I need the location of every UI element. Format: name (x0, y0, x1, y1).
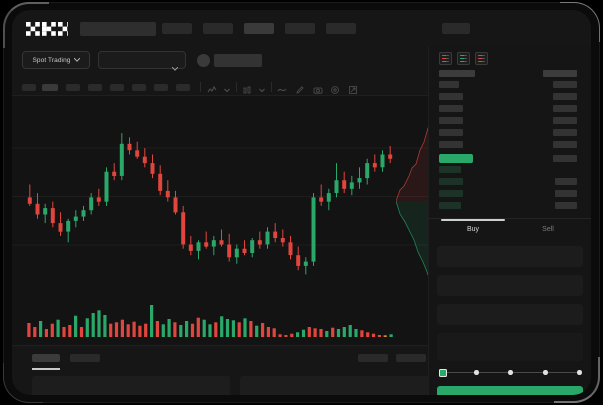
timeframe-8[interactable] (176, 84, 190, 91)
percent-slider[interactable] (439, 368, 583, 378)
tab-sell[interactable]: Sell (542, 226, 554, 233)
chevron-down-icon[interactable] (257, 82, 267, 93)
nav-item-5[interactable] (326, 23, 356, 34)
slider-stop-25[interactable] (474, 370, 479, 375)
line-tool-icon[interactable] (277, 82, 287, 92)
pair-selector[interactable] (98, 51, 186, 71)
timeframe-1[interactable] (22, 84, 36, 91)
active-tab-indicator (441, 219, 505, 221)
volume-chart (12, 297, 428, 345)
tab-open-orders[interactable] (32, 354, 60, 362)
timeframe-6[interactable] (132, 84, 146, 91)
app-header (12, 10, 591, 46)
tab-order-history[interactable] (70, 354, 100, 362)
orderbook-view-both[interactable] (439, 52, 452, 65)
last-price (214, 54, 262, 67)
chevron-down-icon[interactable] (222, 82, 232, 93)
table-row[interactable] (429, 178, 591, 189)
market-type-dropdown[interactable]: Spot Trading (22, 51, 90, 69)
candlestick-canvas (12, 133, 428, 275)
orderbook-view-toggles (439, 52, 488, 65)
order-summary-row (437, 333, 583, 361)
table-row[interactable] (429, 129, 591, 140)
table-row[interactable] (429, 190, 591, 201)
bottom-card-2[interactable] (240, 376, 436, 395)
orderbook-view-bids[interactable] (457, 52, 470, 65)
okx-logo[interactable] (26, 22, 68, 36)
bottom-action-1[interactable] (358, 354, 388, 362)
orderbook-header-row (429, 70, 591, 81)
order-price-input[interactable] (437, 246, 583, 267)
nav-item-1[interactable] (162, 23, 192, 34)
chart-type-icon[interactable] (242, 82, 252, 94)
order-panel: Buy Sell (428, 46, 591, 395)
table-row[interactable] (429, 202, 591, 213)
order-total-input[interactable] (437, 304, 583, 325)
table-row[interactable] (429, 81, 591, 92)
nav-item-4[interactable] (285, 23, 315, 34)
table-row[interactable] (429, 93, 591, 104)
market-type-label: Spot Trading (32, 56, 71, 64)
settings-icon[interactable] (330, 82, 340, 94)
table-row[interactable] (429, 166, 591, 177)
bezel-highlight-bottom-right (554, 357, 600, 403)
timeframe-5[interactable] (110, 84, 124, 91)
header-account-pill[interactable] (442, 23, 470, 34)
bottom-card-1[interactable] (32, 376, 230, 395)
bezel-highlight-top-right (560, 2, 600, 42)
submit-buy-button[interactable] (437, 386, 583, 395)
chevron-down-icon (171, 58, 179, 76)
indicator-icon[interactable] (207, 82, 217, 93)
price-chart[interactable] (12, 96, 428, 297)
nav-item-2[interactable] (203, 23, 233, 34)
orderbook-view-asks[interactable] (475, 52, 488, 65)
slider-stop-50[interactable] (508, 370, 513, 375)
slider-stop-100[interactable] (577, 370, 582, 375)
bezel-highlight-bottom-left (3, 363, 43, 403)
pencil-icon[interactable] (295, 82, 305, 94)
app-screen: Spot Trading (12, 10, 591, 395)
bezel-highlight-top-left (3, 2, 49, 48)
fullscreen-icon[interactable] (348, 82, 358, 94)
coin-avatar (197, 54, 210, 67)
bottom-panel (12, 345, 436, 395)
table-row[interactable] (429, 117, 591, 128)
table-row[interactable] (429, 141, 591, 152)
timeframe-2[interactable] (42, 84, 58, 91)
spread-row[interactable] (429, 153, 591, 164)
table-row[interactable] (429, 105, 591, 116)
slider-stop-75[interactable] (543, 370, 548, 375)
timeframe-7[interactable] (154, 84, 168, 91)
chart-toolbar (12, 78, 428, 96)
camera-icon[interactable] (313, 82, 323, 94)
nav-item-3[interactable] (244, 23, 274, 34)
slider-handle[interactable] (439, 369, 447, 377)
order-book-rows[interactable] (429, 70, 591, 214)
order-amount-input[interactable] (437, 275, 583, 296)
chevron-down-icon (73, 58, 80, 62)
active-tab-indicator (32, 368, 60, 370)
search-input[interactable] (80, 22, 156, 36)
timeframe-3[interactable] (66, 84, 80, 91)
order-form-tabs: Buy Sell (429, 218, 591, 242)
bottom-action-2[interactable] (396, 354, 426, 362)
timeframe-4[interactable] (88, 84, 102, 91)
tab-buy[interactable]: Buy (466, 226, 480, 233)
